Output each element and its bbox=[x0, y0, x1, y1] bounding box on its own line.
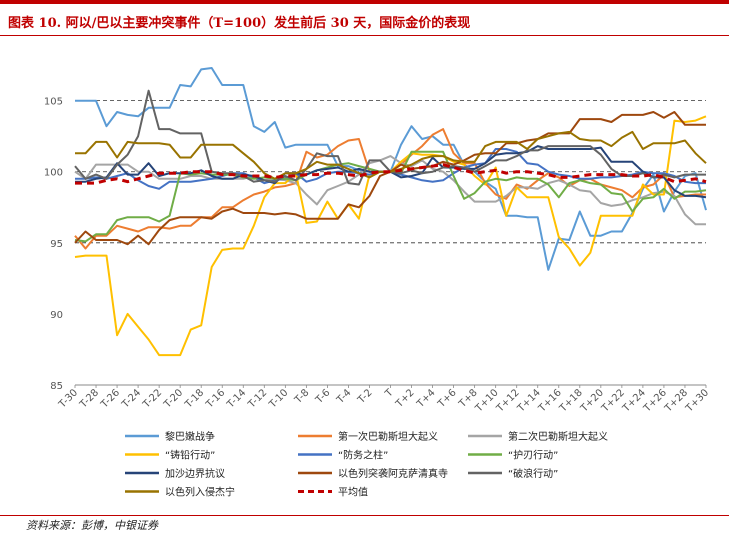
x-tick-label: T-22 bbox=[141, 387, 165, 411]
axis-layer: 859095100105T-30T-28T-26T-24T-22T-20T-18… bbox=[44, 97, 711, 415]
x-tick-label: T bbox=[383, 387, 396, 400]
x-tick-label: T+24 bbox=[620, 387, 648, 415]
legend-label-6: 加沙边界抗议 bbox=[165, 467, 225, 480]
legend-label-7: 以色列突袭阿克萨清真寺 bbox=[338, 467, 448, 480]
top-accent-bar bbox=[0, 0, 729, 4]
series-line-9 bbox=[75, 130, 707, 180]
y-tick-label: 85 bbox=[50, 381, 63, 392]
legend-label-10: 平均值 bbox=[338, 486, 368, 499]
legend-label-2: 第二次巴勒斯坦大起义 bbox=[508, 430, 608, 443]
series-layer bbox=[74, 67, 707, 357]
x-tick-label: T-16 bbox=[204, 387, 228, 411]
legend-label-9: 以色列入侵杰宁 bbox=[165, 486, 235, 499]
series-line-10 bbox=[75, 163, 707, 185]
x-tick-label: T-28 bbox=[77, 387, 101, 411]
figure-title: 图表 10. 阿以/巴以主要冲突事件（T=100）发生前后 30 天，国际金价的… bbox=[8, 16, 471, 31]
y-tick-label: 100 bbox=[44, 168, 63, 179]
x-tick-label: T-10 bbox=[267, 387, 291, 411]
x-tick-label: T+14 bbox=[515, 387, 543, 415]
x-tick-label: T+28 bbox=[662, 387, 690, 415]
x-tick-label: T-24 bbox=[120, 387, 144, 411]
x-tick-label: T-6 bbox=[313, 387, 332, 406]
x-tick-label: T-18 bbox=[183, 387, 207, 411]
x-tick-label: T-2 bbox=[355, 387, 374, 406]
y-tick-label: 90 bbox=[50, 310, 63, 321]
line-chart: 859095100105T-30T-28T-26T-24T-22T-20T-18… bbox=[44, 67, 711, 499]
x-tick-label: T+22 bbox=[599, 387, 627, 415]
y-tick-label: 105 bbox=[44, 97, 63, 108]
x-tick-label: T+10 bbox=[473, 387, 501, 415]
footer-rule bbox=[0, 515, 729, 516]
legend-layer: 黎巴嫩战争 第一次巴勒斯坦大起义 第二次巴勒斯坦大起义 “铸铅行动” “防务之柱” “护刃… bbox=[125, 430, 608, 499]
x-tick-label: T-12 bbox=[246, 387, 270, 411]
series-line-3 bbox=[74, 115, 707, 357]
x-tick-label: T+26 bbox=[641, 387, 669, 415]
series-line-8 bbox=[74, 89, 706, 186]
x-tick-label: T+6 bbox=[435, 387, 458, 410]
x-tick-label: T-4 bbox=[334, 387, 353, 406]
x-tick-label: T-8 bbox=[292, 387, 311, 406]
x-tick-label: T+4 bbox=[414, 387, 437, 410]
x-tick-label: T-26 bbox=[98, 387, 122, 411]
series-line-2 bbox=[74, 155, 706, 226]
x-tick-label: T+30 bbox=[683, 387, 711, 415]
legend-label-3: “铸铅行动” bbox=[165, 449, 215, 462]
legend-label-1: 第一次巴勒斯坦大起义 bbox=[338, 430, 438, 443]
title-rule bbox=[0, 35, 729, 36]
y-tick-label: 95 bbox=[50, 239, 63, 250]
x-tick-label: T+12 bbox=[494, 387, 522, 415]
source-note: 资料来源：彭博，中银证券 bbox=[26, 519, 158, 532]
x-tick-label: T-20 bbox=[162, 387, 186, 411]
legend-label-4: “防务之柱” bbox=[338, 449, 388, 462]
legend-label-5: “护刃行动” bbox=[508, 449, 558, 462]
x-tick-label: T+18 bbox=[557, 387, 585, 415]
x-tick-label: T+16 bbox=[536, 387, 564, 415]
x-tick-label: T+2 bbox=[393, 387, 416, 410]
legend-label-0: 黎巴嫩战争 bbox=[165, 430, 215, 443]
legend-label-8: “破浪行动” bbox=[508, 467, 558, 480]
x-tick-label: T-14 bbox=[225, 387, 249, 411]
x-tick-label: T+20 bbox=[578, 387, 606, 415]
